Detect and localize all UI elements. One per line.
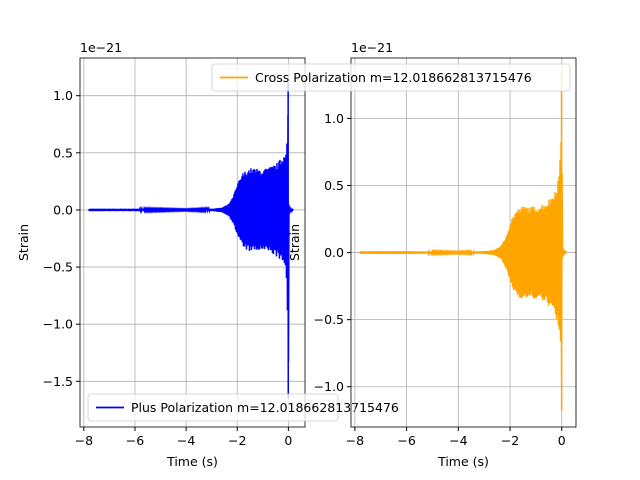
y-axis-label: Strain [16, 224, 31, 261]
x-tick-label: −4 [177, 433, 195, 448]
x-tick-label: 0 [558, 433, 566, 448]
y-tick-label: −1.0 [43, 317, 73, 332]
legend: Cross Polarization m=12.018662813715476 [211, 63, 571, 92]
x-tick-label: −8 [75, 433, 93, 448]
legend-box [211, 63, 571, 92]
y-tick-label: 0.0 [324, 245, 344, 260]
plus-polarization-panel: −8 −6 −4 −2 0 −1.5 −1.0 −0.5 0.0 0.5 1.0 Time (s) St… [16, 40, 399, 469]
x-tick-label: −6 [397, 433, 415, 448]
y-tick-label: 1.0 [324, 111, 344, 126]
y-tick-label: 0.5 [53, 145, 73, 160]
legend-label: Cross Polarization m=12.018662813715476 [255, 70, 532, 85]
x-tick-label: 0 [284, 433, 292, 448]
axes-frame [350, 57, 577, 428]
x-tick-label: −4 [449, 433, 467, 448]
cross-polarization-panel: −8 −6 −4 −2 0 −1.0 −0.5 0.0 0.5 1.0 Time (s) Strain… [211, 40, 577, 469]
y-tick-label: −1.5 [43, 374, 73, 389]
y-tick-label: 1.0 [53, 88, 73, 103]
legend: Plus Polarization m=12.018662813715476 [87, 393, 399, 422]
y-axis-label: Strain [287, 224, 302, 261]
x-axis-label: Time (s) [437, 454, 489, 469]
legend-label: Plus Polarization m=12.018662813715476 [131, 400, 399, 415]
y-tick-label: −1.0 [314, 379, 344, 394]
series-0-line [359, 71, 568, 411]
x-tick-label: −2 [501, 433, 519, 448]
y-offset-text: 1e−21 [80, 40, 122, 55]
y-tick-label: 0.5 [324, 178, 344, 193]
x-tick-label: −2 [228, 433, 246, 448]
x-tick-label: −6 [126, 433, 144, 448]
y-tick-label: −0.5 [43, 260, 73, 275]
x-tick-label: −8 [346, 433, 364, 448]
axes-frame [79, 57, 306, 428]
legend-box [87, 393, 339, 422]
series-0-line [88, 81, 294, 399]
x-axis-label: Time (s) [166, 454, 218, 469]
y-tick-label: 0.0 [53, 202, 73, 217]
y-offset-text: 1e−21 [351, 40, 393, 55]
y-tick-label: −0.5 [314, 312, 344, 327]
